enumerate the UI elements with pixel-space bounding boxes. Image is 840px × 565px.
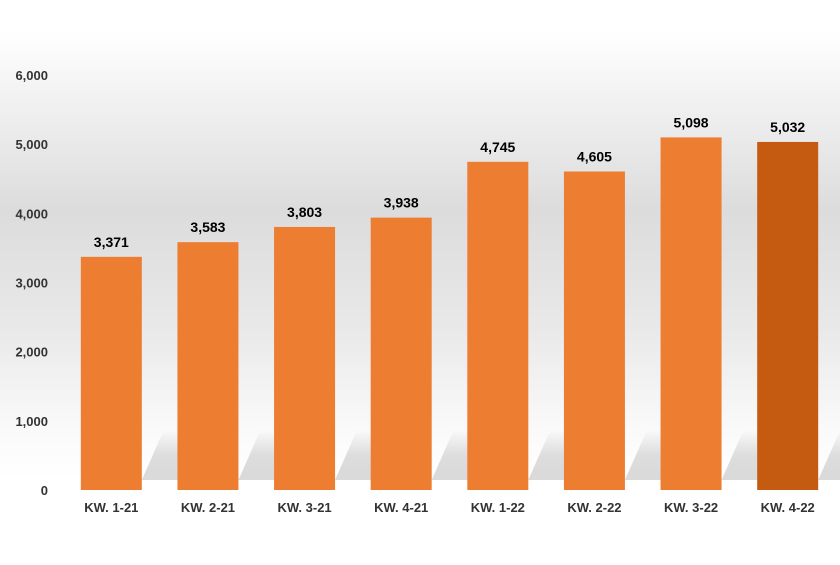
bar bbox=[177, 242, 239, 490]
value-label: 4,605 bbox=[577, 148, 612, 164]
bar bbox=[757, 141, 819, 490]
x-tick-label: KW. 3-22 bbox=[664, 500, 718, 515]
bar bbox=[563, 171, 625, 491]
value-labels: 3,371 3,583 3,803 3,938 4,745 4,605 5,098 5,032 bbox=[94, 114, 806, 249]
y-tick-label: 3,000 bbox=[15, 276, 48, 291]
x-axis: KW. 1-21 KW. 2-21 KW. 3-21 KW. 4-21 KW. 1-22… bbox=[84, 500, 815, 515]
bar bbox=[274, 226, 336, 490]
y-tick-label: 1,000 bbox=[15, 414, 48, 429]
bar bbox=[660, 137, 722, 490]
y-axis: 0 1,000 2,000 3,000 4,000 5,000 6,000 bbox=[15, 68, 48, 498]
y-tick-label: 2,000 bbox=[15, 345, 48, 360]
value-label: 4,745 bbox=[480, 139, 515, 155]
bars bbox=[80, 137, 819, 491]
value-label: 3,938 bbox=[384, 195, 419, 211]
value-label: 3,371 bbox=[94, 234, 129, 250]
y-tick-label: 0 bbox=[41, 483, 48, 498]
bar bbox=[80, 256, 142, 490]
bar bbox=[370, 217, 432, 490]
x-tick-label: KW. 4-22 bbox=[761, 500, 815, 515]
bar-shadow bbox=[818, 430, 840, 480]
x-tick-label: KW. 2-21 bbox=[181, 500, 235, 515]
value-label: 3,583 bbox=[190, 219, 225, 235]
x-tick-label: KW. 1-21 bbox=[84, 500, 138, 515]
value-label: 3,803 bbox=[287, 204, 322, 220]
y-tick-label: 6,000 bbox=[15, 68, 48, 83]
x-tick-label: KW. 4-21 bbox=[374, 500, 428, 515]
x-tick-label: KW. 1-22 bbox=[471, 500, 525, 515]
y-tick-label: 4,000 bbox=[15, 206, 48, 221]
bar bbox=[467, 161, 529, 490]
x-tick-label: KW. 3-21 bbox=[277, 500, 331, 515]
y-tick-label: 5,000 bbox=[15, 137, 48, 152]
value-label: 5,032 bbox=[770, 119, 805, 135]
value-label: 5,098 bbox=[674, 114, 709, 130]
x-tick-label: KW. 2-22 bbox=[567, 500, 621, 515]
